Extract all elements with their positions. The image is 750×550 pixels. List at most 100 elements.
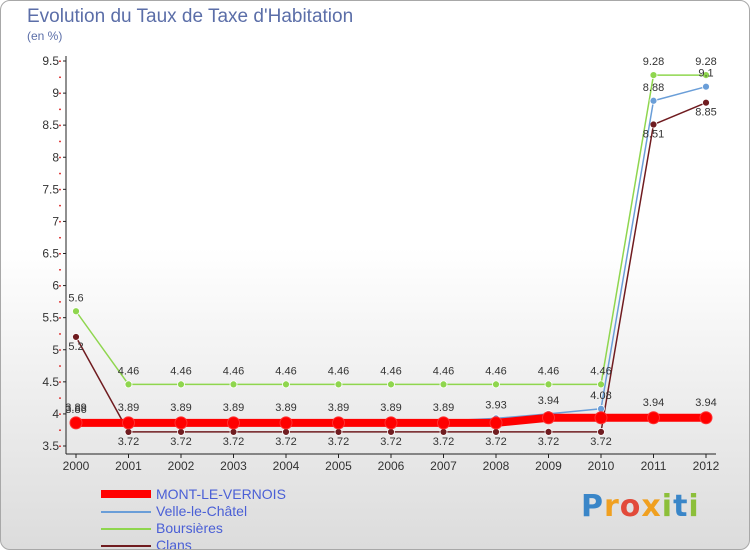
data-label: 3.72: [275, 436, 296, 448]
y-tick-label: 5.5: [42, 311, 59, 325]
series-point-3: [544, 427, 553, 436]
x-tick-label: 2002: [168, 459, 195, 473]
x-tick-label: 2001: [115, 459, 142, 473]
y-minor-mark: [59, 301, 61, 303]
y-minor-mark: [59, 269, 61, 271]
series-point-0: [122, 416, 135, 430]
data-label: 3.72: [118, 436, 139, 448]
y-minor-mark: [59, 253, 61, 255]
series-point-3: [177, 427, 185, 436]
y-minor-mark: [59, 285, 61, 287]
x-tick-label: 2000: [63, 459, 90, 473]
series-point-0: [332, 416, 345, 430]
x-tick-label: 2003: [220, 459, 247, 473]
legend-label-boursieres: Boursières: [156, 520, 223, 536]
y-tick-label: 6.5: [42, 247, 59, 261]
series-point-1: [702, 82, 710, 91]
y-tick-label: 7.5: [42, 182, 59, 196]
y-tick-label: 6: [52, 279, 59, 293]
data-label: 3.93: [485, 399, 506, 411]
chart-series: [69, 71, 713, 436]
data-label: 4.46: [380, 365, 401, 377]
data-label: 3.72: [223, 436, 244, 448]
y-minor-mark: [59, 397, 61, 399]
data-label: 3.94: [643, 397, 664, 409]
series-point-2: [702, 71, 710, 80]
chart-axes: 3.5 4 4.5 5 5.5 6 6.5 7 7.5 8 8.5 9 9.5 2000 2001 2002 2…: [42, 54, 719, 473]
logo-letter: x: [641, 489, 662, 524]
series-point-2: [597, 380, 605, 389]
series-point-3: [439, 427, 448, 436]
series-point-0: [542, 411, 555, 425]
series-point-3: [387, 427, 395, 436]
series-point-2: [387, 380, 395, 389]
y-minor-mark: [59, 140, 61, 143]
y-minor-mark: [59, 76, 61, 79]
data-label: 3.89: [433, 402, 454, 414]
y-tick-label: 8: [52, 150, 59, 164]
series-point-2: [544, 380, 553, 389]
data-label: 4.46: [590, 365, 611, 377]
data-label: 5.6: [68, 292, 83, 304]
data-label: 8.85: [695, 107, 716, 119]
x-tick-label: 2006: [378, 459, 405, 473]
x-tick-label: 2010: [588, 459, 615, 473]
y-minor-mark: [59, 365, 61, 367]
y-minor-mark: [59, 156, 61, 159]
series-line-2: [75, 74, 706, 386]
y-tick-label: 4.5: [42, 375, 59, 389]
data-label: 3.72: [590, 436, 611, 448]
data-label: 3.72: [433, 436, 454, 448]
y-minor-mark: [59, 108, 61, 111]
data-label: 3.89: [380, 402, 401, 414]
series-point-0: [69, 416, 83, 430]
data-label: 5.2: [68, 341, 83, 353]
data-label: 4.46: [170, 365, 191, 377]
x-tick-label: 2005: [325, 459, 352, 473]
series-point-2: [492, 380, 500, 389]
series-point-2: [72, 307, 80, 316]
legend-swatch-velle-le-chatel: [101, 511, 151, 513]
data-label: 3.89: [223, 402, 244, 414]
series-point-2: [282, 380, 290, 389]
series-point-3: [72, 333, 80, 341]
data-label: 3.94: [695, 397, 716, 409]
y-tick-label: 8.5: [42, 118, 59, 132]
series-point-0: [227, 416, 240, 430]
series-point-2: [177, 380, 185, 389]
y-minor-mark: [59, 413, 61, 415]
y-minor-mark: [59, 124, 61, 127]
series-point-3: [597, 427, 605, 436]
x-tick-label: 2008: [483, 459, 510, 473]
data-label: 3.72: [380, 436, 401, 448]
y-minor-mark: [59, 220, 61, 223]
series-point-1: [597, 404, 605, 413]
data-label: 3.72: [538, 436, 559, 448]
data-label: 4.46: [433, 365, 454, 377]
data-label: 4.46: [485, 365, 506, 377]
series-point-0: [699, 411, 713, 425]
proxiti-logo: Proxiti: [581, 489, 700, 524]
data-label: 9.1: [698, 68, 713, 80]
y-minor-mark: [59, 317, 61, 319]
y-minor-mark: [59, 429, 61, 431]
logo-letter: P: [581, 489, 604, 524]
logo-letter: t: [673, 489, 689, 524]
data-label: 4.46: [118, 365, 139, 377]
series-point-3: [334, 427, 343, 436]
x-tick-label: 2004: [273, 459, 300, 473]
series-point-2: [649, 71, 658, 80]
y-tick-label: 4: [52, 407, 59, 421]
y-tick-label: 5: [52, 343, 59, 357]
y-minor-mark: [59, 236, 61, 239]
data-label: 3.72: [485, 436, 506, 448]
logo-letter: i: [661, 489, 674, 524]
y-minor-mark: [59, 349, 61, 351]
y-minor-mark: [59, 60, 61, 62]
y-minor-mark: [59, 445, 61, 447]
data-label: 3.72: [328, 436, 349, 448]
y-tick-label: 3.5: [42, 439, 59, 453]
legend-swatch-clans: [101, 545, 151, 547]
legend-label-velle-le-chatel: Velle-le-Châtel: [156, 503, 248, 519]
